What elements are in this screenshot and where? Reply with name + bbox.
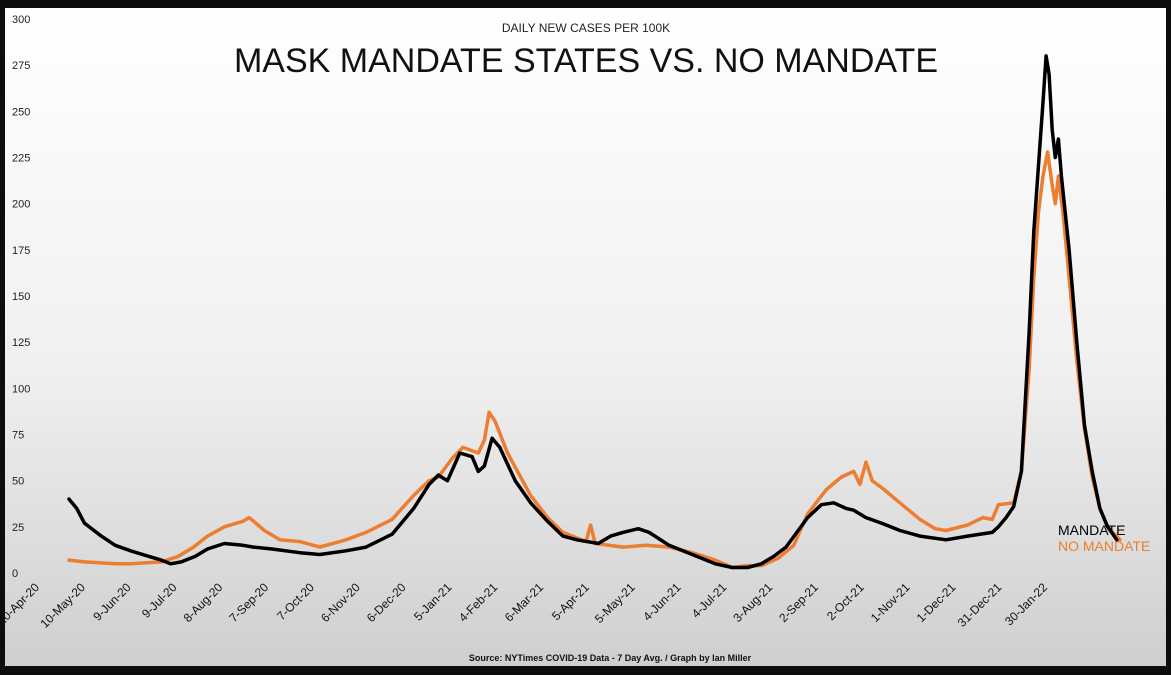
chart-title: MASK MANDATE STATES VS. NO MANDATE [234, 42, 938, 80]
series-line-mandate [67, 54, 1119, 570]
y-tick-label: 125 [12, 337, 30, 349]
series-label-mandate: MANDATE [1058, 522, 1125, 538]
y-tick-label: 25 [12, 522, 24, 534]
y-axis: 0 25 50 75 100 125 150 175 200 225 250 275 300 [12, 14, 30, 580]
y-tick-label: 200 [12, 199, 30, 211]
series-layer [67, 54, 1122, 570]
source-note: Source: NYTimes COVID-19 Data - 7 Day Av… [469, 653, 752, 663]
y-tick-label: 100 [12, 383, 30, 395]
chart-subtitle: DAILY NEW CASES PER 100K [502, 21, 670, 35]
y-tick-label: 75 [12, 430, 24, 442]
y-tick-label: 50 [12, 476, 24, 488]
y-tick-label: 0 [12, 568, 18, 580]
plot-background [5, 8, 1166, 666]
series-label-no-mandate: NO MANDATE [1058, 538, 1150, 554]
y-tick-label: 250 [12, 106, 30, 118]
y-tick-label: 300 [12, 14, 30, 26]
y-tick-label: 150 [12, 291, 30, 303]
y-tick-label: 225 [12, 153, 30, 165]
y-tick-label: 175 [12, 245, 30, 257]
y-tick-label: 275 [12, 60, 30, 72]
series-line-no-mandate [67, 150, 1122, 570]
